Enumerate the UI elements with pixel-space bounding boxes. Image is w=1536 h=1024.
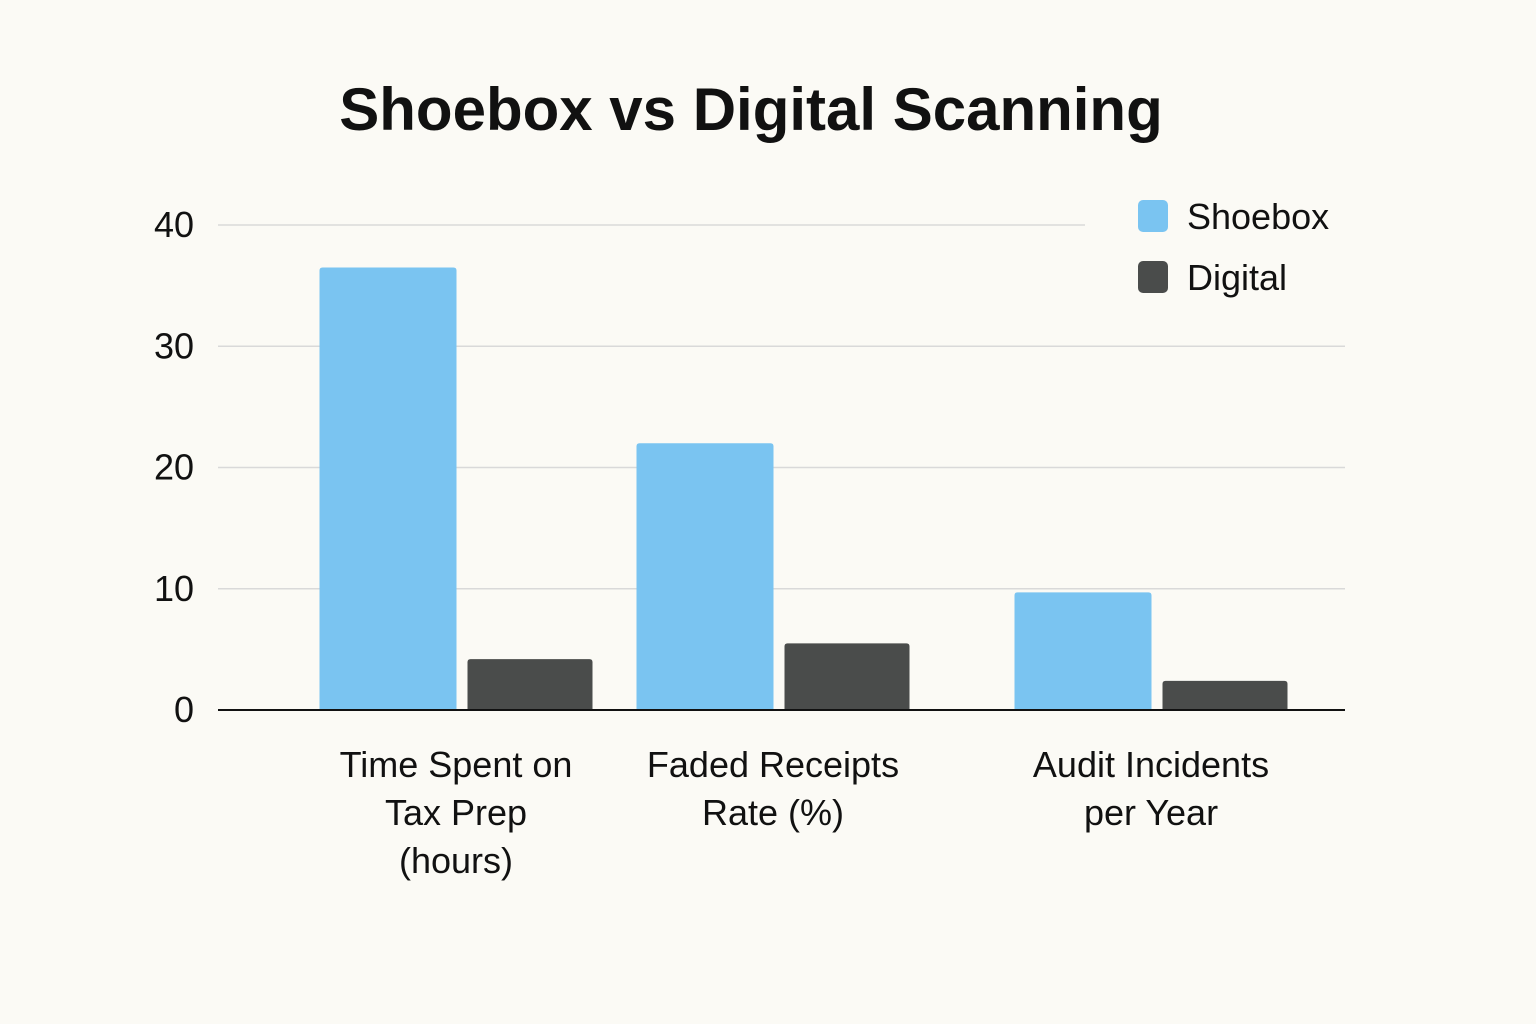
y-tick-label-30: 30 bbox=[154, 325, 194, 366]
bar-shoebox-2 bbox=[1014, 592, 1152, 710]
y-tick-label-20: 20 bbox=[154, 447, 194, 488]
category-label-line: Rate (%) bbox=[702, 792, 844, 833]
bar-shoebox-0 bbox=[319, 267, 457, 710]
bar-digital-1 bbox=[784, 643, 910, 710]
category-label-1: Faded Receipts Rate (%) bbox=[647, 744, 899, 833]
category-label-line: (hours) bbox=[399, 840, 513, 881]
category-label-line: Tax Prep bbox=[385, 792, 527, 833]
bar-digital-0 bbox=[467, 659, 593, 710]
legend-label-shoebox: Shoebox bbox=[1187, 196, 1329, 237]
category-label-0: Time Spent on Tax Prep (hours) bbox=[340, 744, 573, 881]
x-axis-category-labels: Time Spent on Tax Prep (hours) Faded Receip… bbox=[340, 744, 1269, 881]
chart-title: Shoebox vs Digital Scanning bbox=[339, 76, 1162, 143]
category-label-line: Time Spent on bbox=[340, 744, 573, 785]
legend-swatch-shoebox bbox=[1138, 200, 1168, 232]
bar-digital-2 bbox=[1162, 680, 1288, 710]
category-label-2: Audit Incidents per Year bbox=[1033, 744, 1269, 833]
category-label-line: Faded Receipts bbox=[647, 744, 899, 785]
category-label-line: Audit Incidents bbox=[1033, 744, 1269, 785]
y-axis-ticks: 0 10 20 30 40 bbox=[154, 204, 194, 730]
legend-label-digital: Digital bbox=[1187, 257, 1287, 298]
y-tick-label-0: 0 bbox=[174, 689, 194, 730]
y-tick-label-10: 10 bbox=[154, 568, 194, 609]
legend-swatch-digital bbox=[1138, 261, 1168, 293]
category-label-line: per Year bbox=[1084, 792, 1218, 833]
y-tick-label-40: 40 bbox=[154, 204, 194, 245]
bars bbox=[319, 267, 1288, 710]
bar-shoebox-1 bbox=[636, 443, 774, 710]
legend: Shoebox Digital bbox=[1138, 196, 1329, 298]
